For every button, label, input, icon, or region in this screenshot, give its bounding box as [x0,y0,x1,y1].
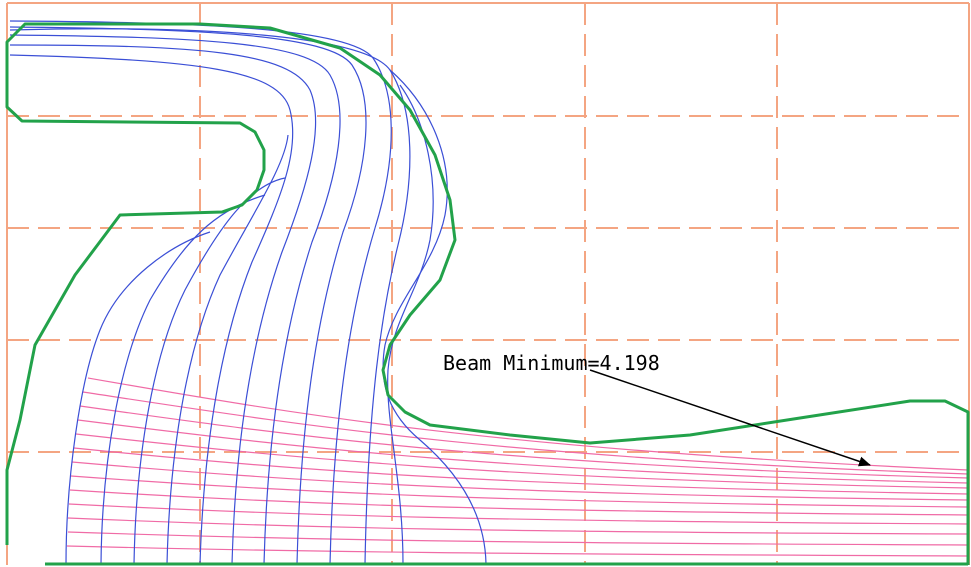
equipotential-line [166,134,289,565]
electrode-outline-upper [5,22,970,565]
beam-trajectory [67,531,969,546]
equipotential-line [9,54,294,565]
electrode-boundary [5,22,970,566]
equipotential-lines [9,20,487,565]
beam-trajectory [66,545,969,557]
equipotential-line [65,231,211,565]
equipotential-line [9,44,317,565]
beam-trajectory [68,503,969,525]
equipotential-line [382,69,487,565]
beam-trajectory [70,475,969,508]
beam-trajectories [66,377,969,557]
equipotential-line [133,177,286,565]
beam-trajectory [77,419,969,484]
beam-trajectory [69,489,969,516]
beam-trajectory [87,377,969,471]
beam-trajectory [75,433,969,489]
annotation-arrow [589,369,871,467]
beam-minimum-label: Beam Minimum=4.198 [443,351,660,375]
equipotential-line [9,34,341,565]
equipotential-line [100,194,266,565]
grid [6,2,970,565]
equipotential-line [387,84,434,565]
equipotential-line [9,26,367,565]
beam-trajectory [67,517,969,535]
beam-trajectory [73,447,969,495]
beam-trajectory [71,461,969,501]
equipotential-line [9,28,411,565]
beam-trajectory [82,391,969,475]
beam-trajectory [79,405,969,479]
